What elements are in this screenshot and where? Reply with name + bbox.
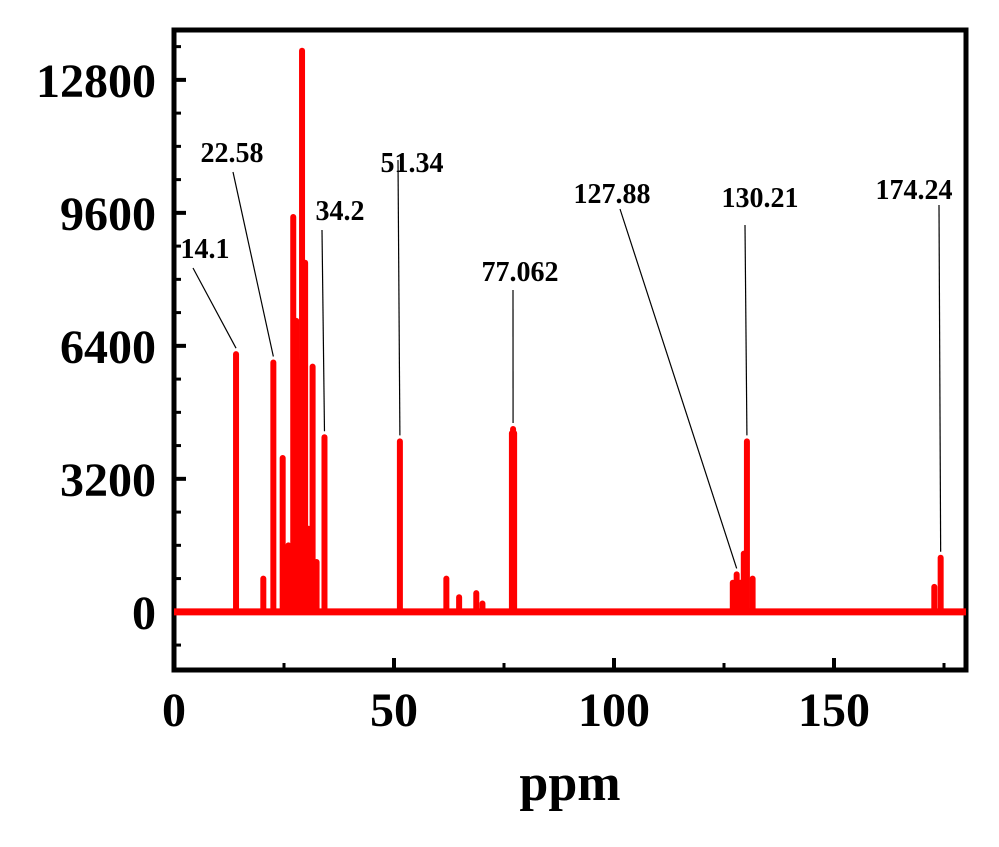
peak-label: 127.88 xyxy=(574,179,651,210)
x-axis-ticks: 0 50 100 150 xyxy=(162,658,946,737)
peak-label: 22.58 xyxy=(201,138,264,169)
y-axis-ticks: 0 3200 6400 9600 12800 xyxy=(36,45,186,647)
peak-label: 51.34 xyxy=(381,148,444,179)
annotation-leader-line xyxy=(744,224,748,436)
peak-label: 130.21 xyxy=(722,183,799,214)
x-tick-label: 0 xyxy=(162,684,186,737)
y-tick-label: 3200 xyxy=(60,454,156,507)
peak-annotations: 14.1 22.58 34.2 51.34 77.062 127.88 130.21 174.… xyxy=(181,138,953,569)
annotation-leader-line xyxy=(232,171,274,357)
y-tick-label: 9600 xyxy=(60,188,156,241)
plot-frame xyxy=(171,27,969,673)
x-axis-title: ppm xyxy=(519,755,620,812)
annotation-leader-line xyxy=(192,267,237,349)
y-tick-label: 0 xyxy=(132,587,156,640)
x-tick-label: 100 xyxy=(578,684,650,737)
annotation-leader-line xyxy=(397,159,401,436)
x-tick-label: 150 xyxy=(798,684,870,737)
annotation-leader-line xyxy=(938,204,942,552)
peak-label: 77.062 xyxy=(482,257,559,288)
annotation-leader-line xyxy=(619,208,738,569)
annotation-leader-line xyxy=(321,229,326,432)
peak-label: 34.2 xyxy=(316,196,365,227)
spectrum-series xyxy=(174,47,966,616)
peak-label: 14.1 xyxy=(181,234,230,265)
y-tick-label: 12800 xyxy=(36,55,156,108)
peak-label: 174.24 xyxy=(876,175,953,206)
y-tick-label: 6400 xyxy=(60,321,156,374)
x-tick-label: 50 xyxy=(370,684,418,737)
